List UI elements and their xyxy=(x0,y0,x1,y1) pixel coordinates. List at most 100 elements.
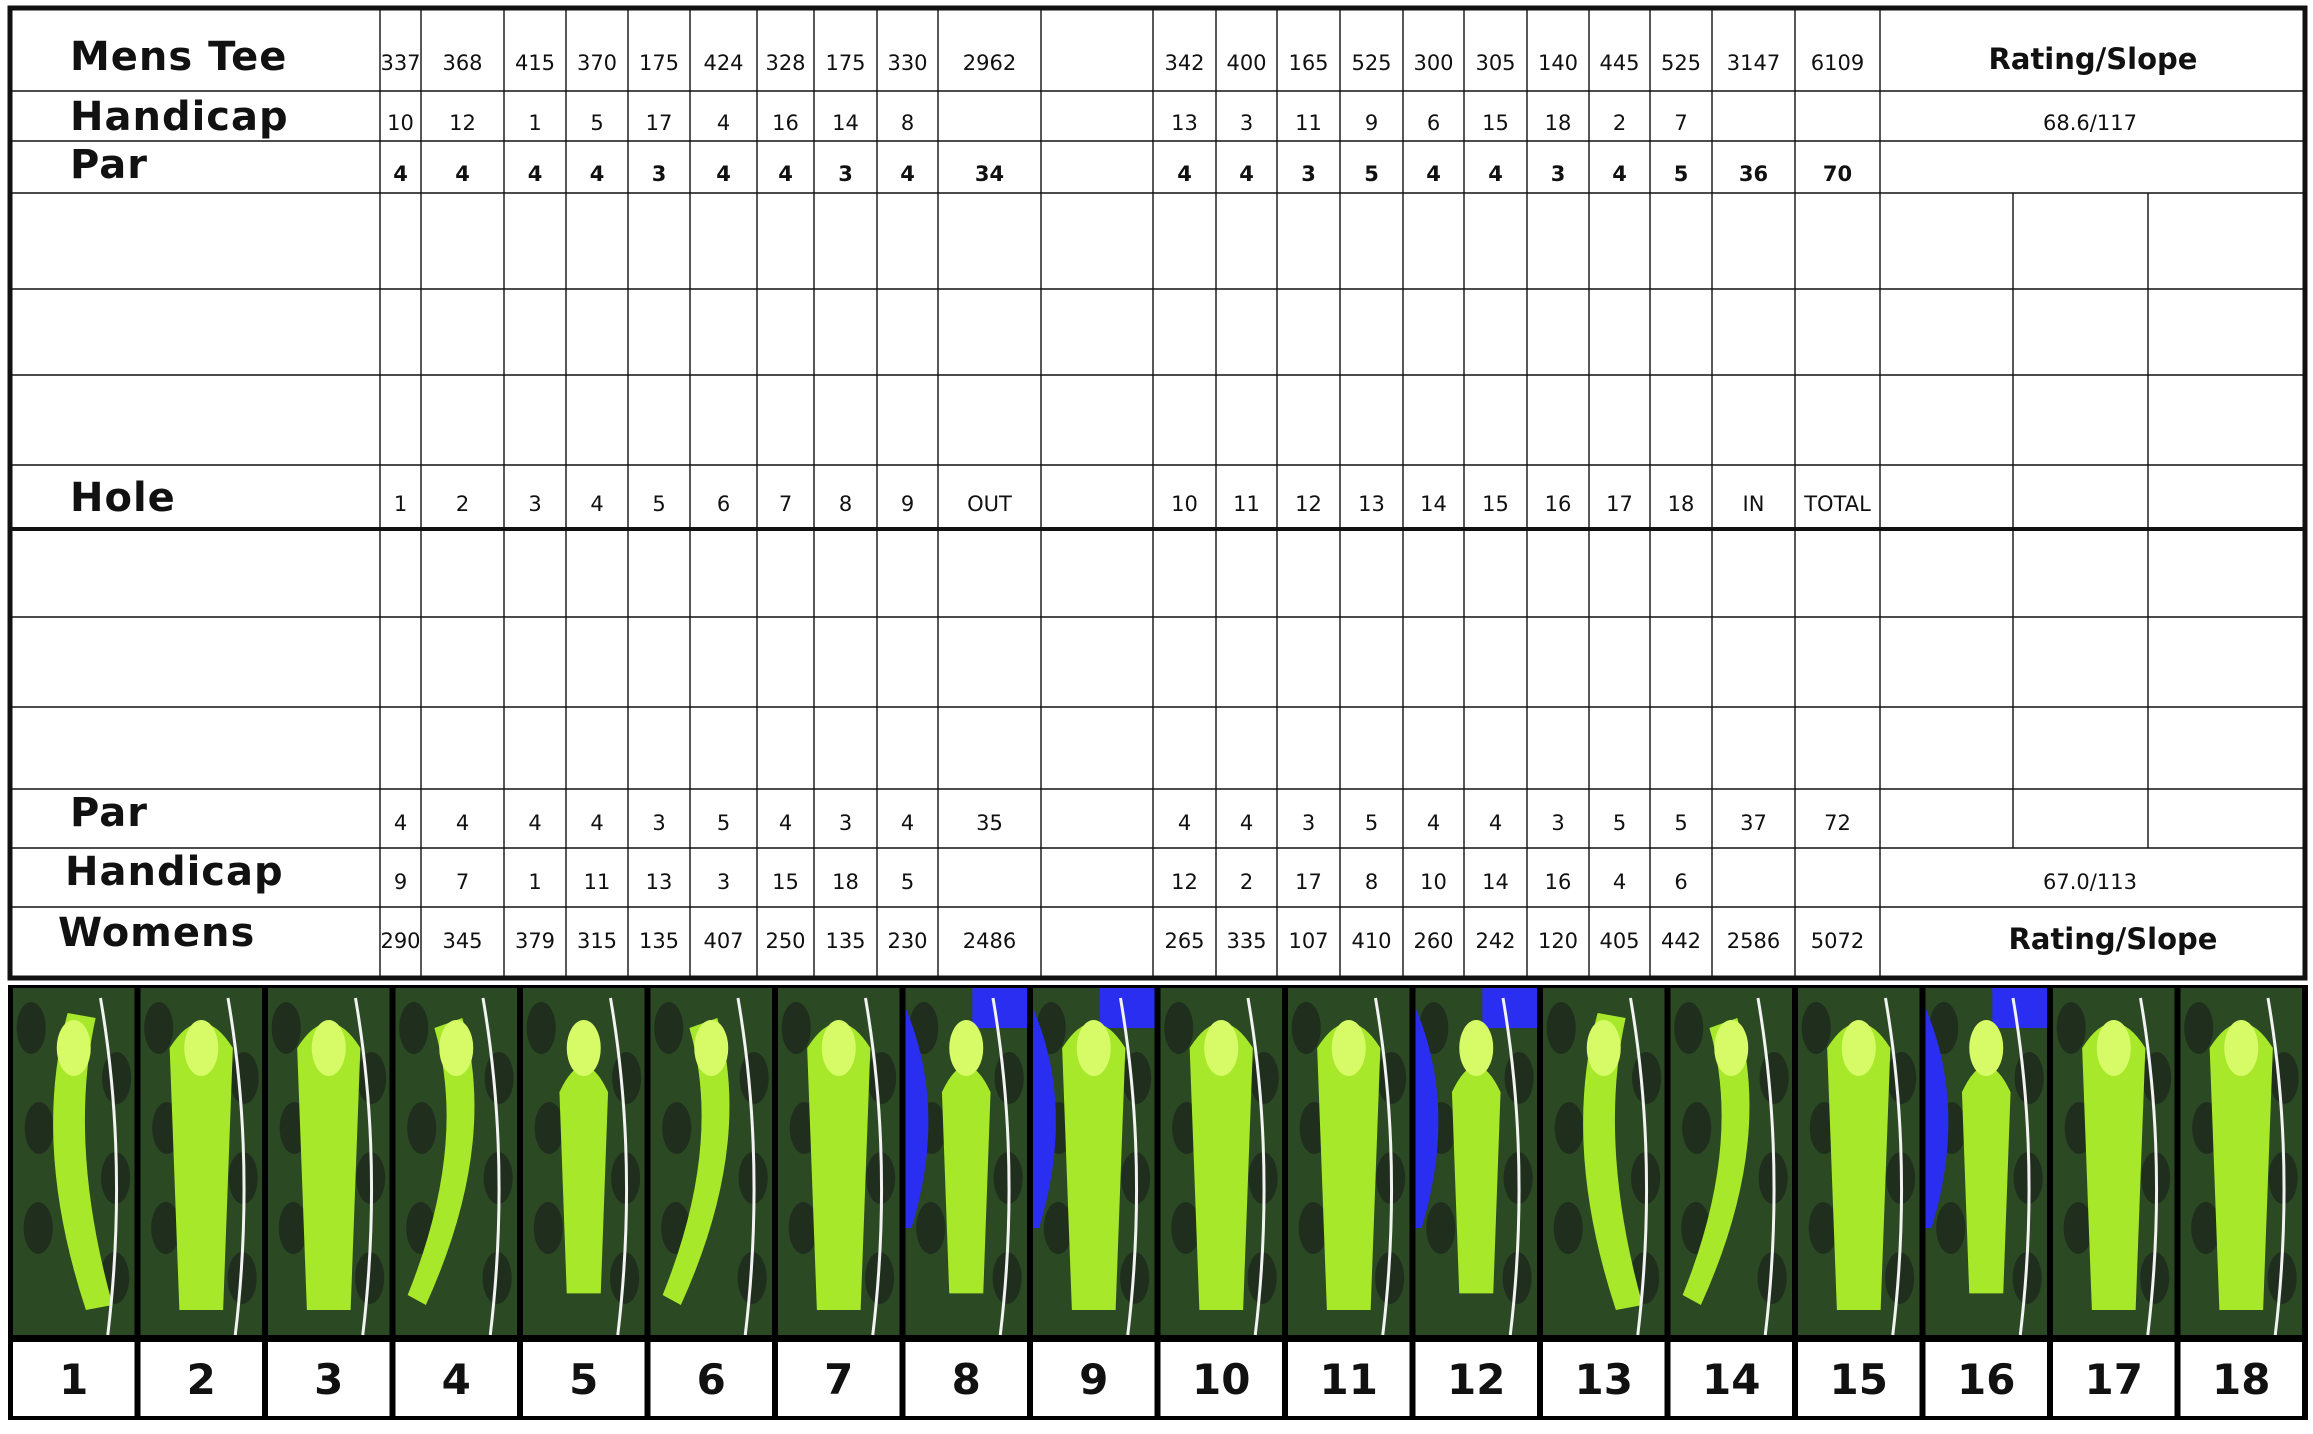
hole-4-diagram xyxy=(395,988,517,1336)
hole-number-cell: 5 xyxy=(652,492,665,516)
womens-handicap-cell: 6 xyxy=(1674,870,1687,894)
hole-number-label: 11 xyxy=(1320,1355,1378,1404)
womens-rating-slope-value: 67.0/113 xyxy=(2043,870,2137,894)
mens-par-cell: 4 xyxy=(1239,162,1254,186)
hole-number-cell: 3 xyxy=(528,492,541,516)
womens-tee-cell: 407 xyxy=(703,929,743,953)
hole-number-label: 5 xyxy=(569,1355,598,1404)
womens-handicap-cell: 16 xyxy=(1545,870,1572,894)
hole-diagrams: 1 2 3 4 5 6 7 8 9 10 11 12 13 14 15 16 17 18 xyxy=(8,985,2308,1420)
hole-9-diagram xyxy=(1033,988,1155,1336)
mens-par-cell: 4 xyxy=(1177,162,1192,186)
womens-par-cell: 4 xyxy=(394,811,407,835)
womens-handicap-cell: 4 xyxy=(1613,870,1626,894)
mens-par-cell: 4 xyxy=(1426,162,1441,186)
hole-number-label: 2 xyxy=(187,1355,216,1404)
mens-par-cell: 4 xyxy=(455,162,470,186)
mens-par-label: Par xyxy=(70,142,148,188)
womens-tee-cell: 2586 xyxy=(1727,929,1780,953)
hole-number-label: 3 xyxy=(314,1355,343,1404)
womens-tee-cell: 242 xyxy=(1475,929,1515,953)
womens-tee-cell: 410 xyxy=(1351,929,1391,953)
mens-handicap-cell: 17 xyxy=(646,111,673,135)
womens-par-label: Par xyxy=(70,790,148,836)
mens-tee-cell: 305 xyxy=(1475,51,1515,75)
mens-handicap-cell: 4 xyxy=(717,111,730,135)
hole-number-label: 7 xyxy=(824,1355,853,1404)
mens-par-cell: 3 xyxy=(1551,162,1566,186)
mens-par-cell: 4 xyxy=(590,162,605,186)
hole-number-label: 14 xyxy=(1702,1355,1760,1404)
womens-handicap-cell: 3 xyxy=(717,870,730,894)
womens-handicap-cell: 2 xyxy=(1240,870,1253,894)
hole-label: Hole xyxy=(70,475,176,521)
grid-lines xyxy=(7,5,2308,981)
hole-number-cell: 18 xyxy=(1668,492,1695,516)
hole-number-cell: 10 xyxy=(1171,492,1198,516)
hole-3-number-cell: 3 xyxy=(268,1342,390,1416)
mens-tee-cell: 400 xyxy=(1226,51,1266,75)
hole-number-cell: 8 xyxy=(839,492,852,516)
mens-tee-cell: 328 xyxy=(765,51,805,75)
hole-17-diagram xyxy=(2053,988,2175,1336)
womens-tee-cell: 135 xyxy=(639,929,679,953)
womens-par-cell: 4 xyxy=(1240,811,1253,835)
mens-par-cell: 4 xyxy=(716,162,731,186)
womens-handicap-cell: 12 xyxy=(1171,870,1198,894)
womens-tee-cell: 250 xyxy=(765,929,805,953)
hole-9-number-cell: 9 xyxy=(1033,1342,1155,1416)
hole-10-diagram xyxy=(1160,988,1282,1336)
hole-number-cell: IN xyxy=(1743,492,1765,516)
mens-rating-slope-value: 68.6/117 xyxy=(2043,111,2137,135)
mens-tee-cell: 175 xyxy=(639,51,679,75)
womens-handicap-cell: 8 xyxy=(1365,870,1378,894)
womens-par-cell: 3 xyxy=(1551,811,1564,835)
score-cells: 337 368 415 370 175 424 328 175 330 2962 342 400 165… xyxy=(380,51,1871,953)
hole-13-number-cell: 13 xyxy=(1543,1342,1665,1416)
mens-rating-slope-label: Rating/Slope xyxy=(1989,42,2198,76)
hole-number-cell: 6 xyxy=(717,492,730,516)
womens-handicap-cell: 7 xyxy=(456,870,469,894)
womens-tee-cell: 5072 xyxy=(1811,929,1864,953)
hole-number-label: 15 xyxy=(1830,1355,1888,1404)
mens-tee-cell: 424 xyxy=(703,51,743,75)
hole-number-cell: 4 xyxy=(590,492,603,516)
hole-number-label: 6 xyxy=(697,1355,726,1404)
womens-par-cell: 4 xyxy=(528,811,541,835)
mens-par-cell: 4 xyxy=(528,162,543,186)
womens-tee-cell: 107 xyxy=(1288,929,1328,953)
hole-number-label: 13 xyxy=(1575,1355,1633,1404)
hole-number-cell: 17 xyxy=(1606,492,1633,516)
mens-par-cell: 4 xyxy=(778,162,793,186)
mens-tee-cell: 370 xyxy=(577,51,617,75)
womens-tee-cell: 290 xyxy=(380,929,420,953)
hole-18-number-cell: 18 xyxy=(2180,1342,2302,1416)
mens-tee-cell: 525 xyxy=(1661,51,1701,75)
mens-handicap-cell: 8 xyxy=(901,111,914,135)
mens-handicap-cell: 5 xyxy=(590,111,603,135)
hole-number-label: 10 xyxy=(1192,1355,1250,1404)
mens-handicap-cell: 18 xyxy=(1545,111,1572,135)
mens-tee-cell: 175 xyxy=(825,51,865,75)
hole-7-number-cell: 7 xyxy=(778,1342,900,1416)
hole-number-label: 17 xyxy=(2085,1355,2143,1404)
hole-13-diagram xyxy=(1543,988,1665,1336)
hole-4-number-cell: 4 xyxy=(395,1342,517,1416)
mens-handicap-cell: 2 xyxy=(1613,111,1626,135)
hole-number-label: 18 xyxy=(2212,1355,2270,1404)
womens-handicap-cell: 13 xyxy=(646,870,673,894)
hole-number-cell: TOTAL xyxy=(1803,492,1871,516)
mens-tee-cell: 165 xyxy=(1288,51,1328,75)
mens-tee-label: Mens Tee xyxy=(70,34,287,80)
hole-number-cell: OUT xyxy=(967,492,1012,516)
mens-tee-cell: 445 xyxy=(1599,51,1639,75)
womens-handicap-cell: 1 xyxy=(528,870,541,894)
womens-handicap-cell: 15 xyxy=(772,870,799,894)
mens-handicap-cell: 9 xyxy=(1365,111,1378,135)
hole-number-label: 9 xyxy=(1079,1355,1108,1404)
mens-handicap-cell: 13 xyxy=(1171,111,1198,135)
mens-tee-cell: 415 xyxy=(515,51,555,75)
mens-par-cell: 4 xyxy=(1488,162,1503,186)
mens-handicap-cell: 15 xyxy=(1482,111,1509,135)
